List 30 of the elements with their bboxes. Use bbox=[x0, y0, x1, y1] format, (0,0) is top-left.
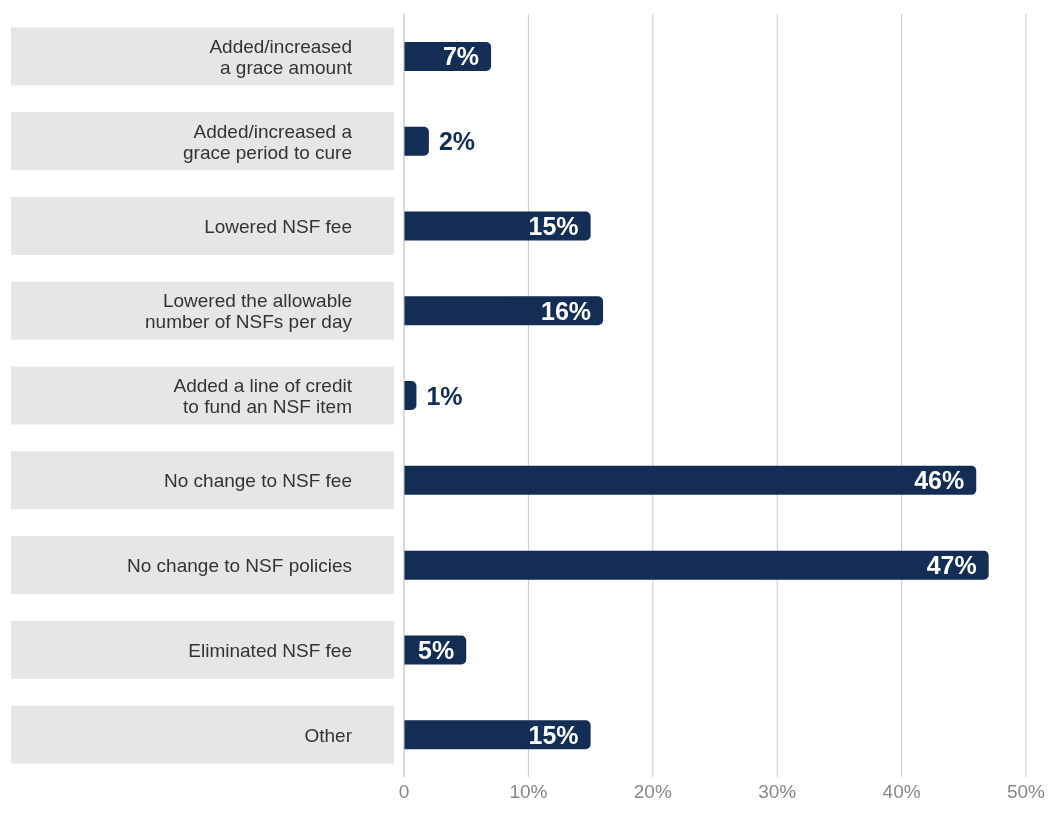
y-tick-label: Lowered NSF fee bbox=[204, 215, 352, 237]
x-tick-label: 40% bbox=[882, 781, 921, 803]
x-tick-label: 50% bbox=[1006, 781, 1046, 803]
data-label: 46% bbox=[914, 466, 965, 495]
bar bbox=[404, 720, 591, 750]
x-tick-label: 10% bbox=[509, 781, 548, 803]
y-tick-label: Eliminated NSF fee bbox=[188, 639, 352, 661]
bar bbox=[404, 126, 429, 156]
data-label: 47% bbox=[926, 551, 977, 580]
y-tick-label: Added a line of credit to fund an NSF item bbox=[173, 374, 353, 417]
data-label: 15% bbox=[528, 212, 579, 241]
y-tick-label: No change to NSF fee bbox=[164, 469, 352, 491]
bar bbox=[404, 465, 977, 495]
x-tick-label: 30% bbox=[758, 781, 797, 803]
y-tick-label: Lowered the allowable number of NSFs per day bbox=[145, 289, 353, 332]
bar bbox=[404, 296, 604, 326]
y-tick-label: Added/increased a grace amount bbox=[209, 35, 353, 78]
x-tick-label: 0 bbox=[398, 781, 410, 803]
data-label: 1% bbox=[426, 381, 463, 410]
y-tick-label: No change to NSF policies bbox=[127, 554, 352, 576]
y-tick-label: Other bbox=[304, 724, 353, 746]
y-tick-label: Added/increased a grace period to cure bbox=[183, 120, 353, 163]
bar bbox=[404, 550, 989, 580]
data-label: 7% bbox=[442, 42, 480, 71]
data-label: 16% bbox=[540, 296, 592, 325]
data-label: 5% bbox=[418, 635, 455, 664]
bar bbox=[404, 211, 591, 241]
data-label: 2% bbox=[438, 127, 476, 156]
x-tick-label: 20% bbox=[633, 781, 672, 803]
data-label: 15% bbox=[528, 720, 579, 749]
